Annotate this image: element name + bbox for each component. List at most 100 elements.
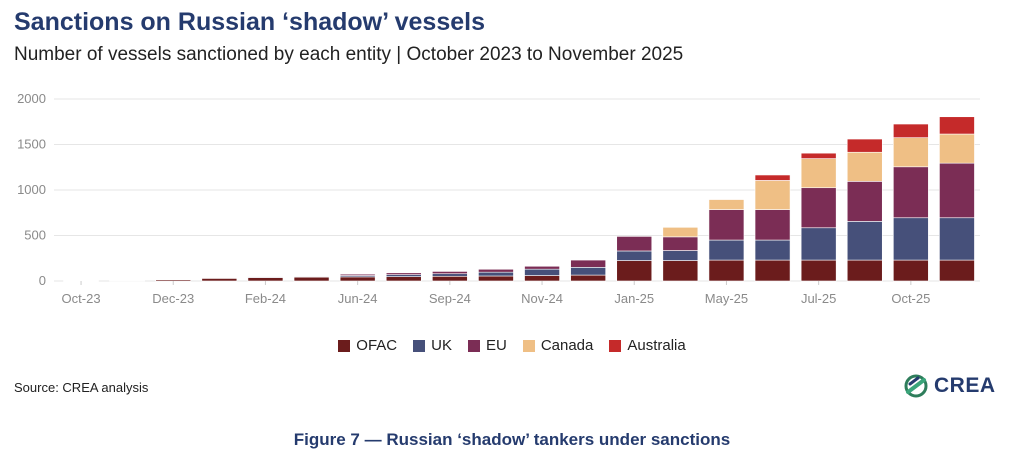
bar-segment-uk <box>155 278 192 281</box>
bar-segment-uk <box>109 279 145 281</box>
bar-segment-eu <box>939 162 975 219</box>
bar-segment-uk <box>754 239 791 261</box>
bar-segment-eu <box>754 209 791 241</box>
y-tick-label: 1000 <box>17 182 46 197</box>
bar-segment-uk <box>662 250 699 261</box>
bar-segment-canada <box>754 180 791 210</box>
legend-swatch-canada <box>522 339 535 352</box>
x-tick-label: Jun-24 <box>338 291 378 306</box>
x-axis-ticks: Oct-23 Dec-23 Feb-24 Jun-24 Sep-24 Nov-24 Jan-… <box>62 281 930 306</box>
bar-segment-eu <box>846 181 883 222</box>
bar-segment-canada <box>708 199 745 210</box>
bar-segment-eu <box>800 187 837 229</box>
bar-segment-ofac <box>385 276 422 282</box>
bar-segment-australia <box>800 152 837 159</box>
crea-logo-text: CREA <box>934 374 996 397</box>
x-tick-label: Jan-25 <box>614 291 654 306</box>
stacked-bar-chart: 0 500 1000 1500 2000 Oct-23 Dec-23 Feb-24 Jun-2… <box>17 91 980 306</box>
legend-label-australia: Australia <box>627 337 686 354</box>
legend-swatch-australia <box>609 339 622 352</box>
bar-segment-eu <box>478 268 514 273</box>
legend-label-canada: Canada <box>540 337 594 354</box>
y-axis-ticks: 0 500 1000 1500 2000 <box>17 91 46 288</box>
legend-swatch-eu <box>467 339 480 352</box>
legend: OFAC UK EU Canada Australia <box>0 337 1024 354</box>
crea-logo: CREA <box>904 374 996 398</box>
bar-segment-ofac <box>339 276 376 282</box>
bar-segment-eu <box>616 236 653 252</box>
bar-segment-eu <box>893 166 929 219</box>
bar-segment-canada <box>800 158 837 189</box>
y-tick-label: 2000 <box>17 91 46 106</box>
x-tick-label: Sep-24 <box>429 291 471 306</box>
x-tick-label: Dec-23 <box>152 291 194 306</box>
bar-segment-eu <box>524 265 560 270</box>
x-tick-label: Oct-25 <box>891 291 930 306</box>
legend-item-uk: UK <box>413 337 452 354</box>
bar-segment-canada <box>939 133 975 164</box>
bar-segment-eu <box>570 259 606 268</box>
x-tick-label: Jul-25 <box>801 291 836 306</box>
x-tick-label: May-25 <box>705 291 748 306</box>
bar-segment-australia <box>754 174 791 181</box>
chart-title: Sanctions on Russian ‘shadow’ vessels <box>14 8 485 36</box>
bar-segment-ofac <box>939 259 975 282</box>
legend-swatch-uk <box>413 339 426 352</box>
legend-label-eu: EU <box>485 337 507 354</box>
x-tick-label: Oct-23 <box>62 291 101 306</box>
legend-item-eu: EU <box>467 337 507 354</box>
bar-segment-eu <box>662 236 699 251</box>
bar-segment-ofac <box>846 259 883 282</box>
bar-segment-ofac <box>293 276 330 282</box>
bar-segment-eu <box>432 271 468 275</box>
x-tick-label: Feb-24 <box>245 291 286 306</box>
bar-segment-uk <box>293 276 330 278</box>
bar-segment-ofac <box>478 275 514 282</box>
x-tick-label: Nov-24 <box>521 291 563 306</box>
bar-segment-canada <box>893 137 929 168</box>
bar-segment-canada <box>846 151 883 182</box>
bar-segment-ofac <box>893 259 929 282</box>
bar-segment-ofac <box>570 274 606 282</box>
source-note: Source: CREA analysis <box>14 380 149 395</box>
legend-label-uk: UK <box>431 337 452 354</box>
bar-segment-uk <box>201 277 238 279</box>
bar-segment-eu <box>708 209 745 241</box>
bar-segment-eu <box>385 272 422 275</box>
bar-segment-uk <box>846 221 883 261</box>
bar-segment-ofac <box>800 259 837 282</box>
y-tick-label: 0 <box>39 273 46 288</box>
bar-segment-uk <box>432 273 468 277</box>
legend-label-ofac: OFAC <box>356 337 398 354</box>
bar-segment-uk <box>570 267 606 276</box>
crea-leaf-icon <box>904 374 928 398</box>
legend-item-canada: Canada <box>522 337 594 354</box>
bar-segment-australia <box>893 123 929 138</box>
chart-subtitle: Number of vessels sanctioned by each ent… <box>14 44 684 65</box>
bar-segment-uk <box>616 250 653 261</box>
bar-segment-uk <box>385 274 422 277</box>
bar-segment-uk <box>800 227 837 261</box>
bar-segment-australia <box>939 116 975 135</box>
figure-caption: Figure 7 — Russian ‘shadow’ tankers unde… <box>293 430 731 449</box>
bar-segment-ofac <box>616 260 653 282</box>
bar-segment-ofac <box>708 259 745 282</box>
gridlines <box>54 98 980 282</box>
bar-segment-uk <box>893 217 929 261</box>
bar-segment-australia <box>846 138 883 153</box>
bar-segment-canada <box>662 227 699 238</box>
bar-segment-ofac <box>754 259 791 282</box>
bar-segment-uk <box>708 239 745 261</box>
bar-segment-ofac <box>662 260 699 282</box>
y-tick-label: 1500 <box>17 137 46 152</box>
legend-item-australia: Australia <box>609 337 686 354</box>
bar-segment-uk <box>939 217 975 261</box>
legend-swatch-ofac <box>338 339 351 352</box>
legend-item-ofac: OFAC <box>338 337 397 354</box>
bars <box>63 116 975 282</box>
bar-segment-uk <box>247 276 284 278</box>
bar-segment-eu <box>339 273 376 276</box>
bar-segment-uk <box>478 271 514 277</box>
y-tick-label: 500 <box>24 228 46 243</box>
bar-segment-ofac <box>524 275 560 282</box>
